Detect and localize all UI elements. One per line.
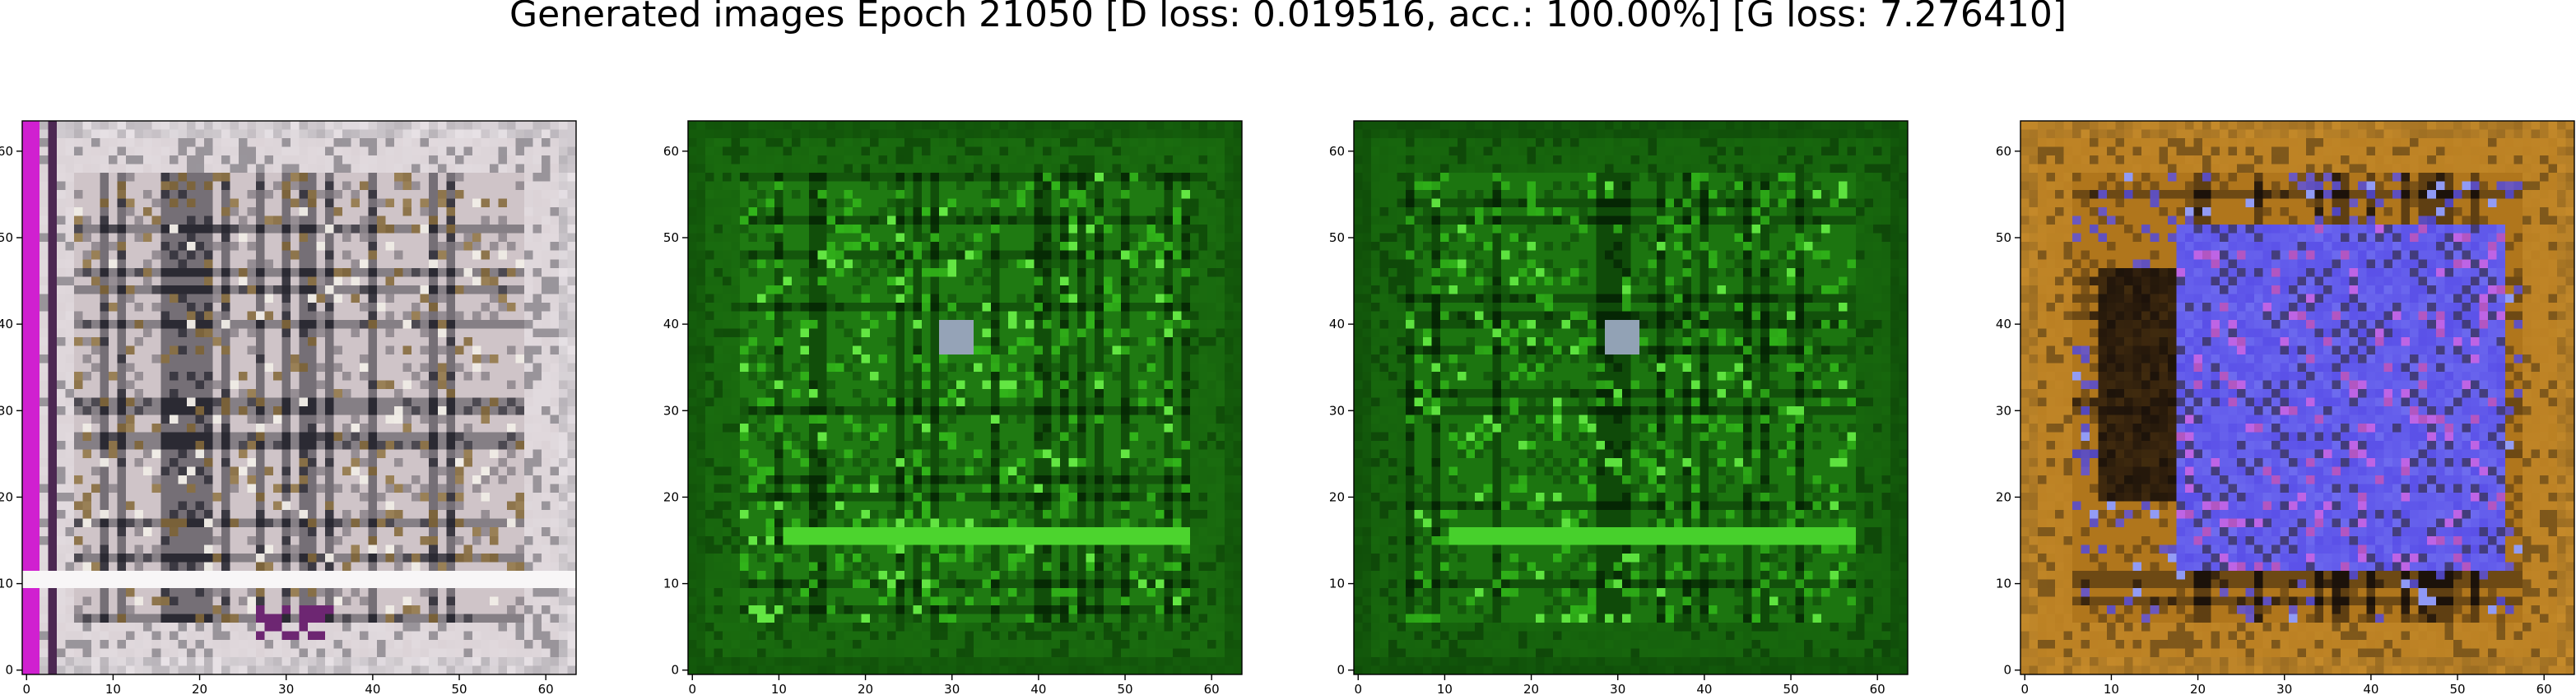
x-tick-label: 40	[1696, 682, 1712, 695]
generated-image	[2020, 121, 2574, 674]
x-tick-label: 50	[1783, 682, 1798, 695]
y-tick-label: 40	[0, 317, 13, 331]
y-tick-label: 60	[1996, 144, 2011, 159]
image-panel: 0 10 20 30 40 50 60 0 10 20 30 40 50 60	[1329, 120, 1909, 695]
axes-frame	[687, 120, 1243, 675]
x-tick-label: 20	[192, 682, 207, 695]
y-tick-label: 50	[1329, 230, 1345, 245]
x-tick-label: 60	[1204, 682, 1220, 695]
x-tick-label: 10	[2104, 682, 2119, 695]
y-tick-label: 0	[671, 663, 679, 678]
x-tick-label: 10	[105, 682, 121, 695]
axes-frame	[2020, 120, 2575, 675]
y-tick-label: 40	[1996, 317, 2011, 331]
x-tick-label: 10	[1437, 682, 1453, 695]
y-tick-label: 40	[663, 317, 679, 331]
figure-title: Generated images Epoch 21050 [D loss: 0.…	[509, 0, 2067, 35]
x-tick-label: 30	[278, 682, 294, 695]
image-panel: 0 10 20 30 40 50 60 0 10 20 30 40 50 60	[1996, 120, 2575, 695]
generated-image	[688, 121, 1242, 674]
y-tick-label: 50	[663, 230, 679, 245]
x-tick-label: 0	[1354, 682, 1362, 695]
x-tick-label: 40	[2363, 682, 2378, 695]
x-tick-label: 0	[688, 682, 696, 695]
y-tick-label: 0	[5, 663, 13, 678]
x-tick-label: 50	[451, 682, 467, 695]
x-tick-label: 60	[2536, 682, 2552, 695]
y-tick-label: 10	[0, 577, 13, 591]
y-tick-label: 50	[1996, 230, 2011, 245]
x-tick-label: 30	[944, 682, 960, 695]
x-tick-label: 20	[2190, 682, 2206, 695]
y-tick-label: 20	[1996, 489, 2011, 504]
axes-frame	[21, 120, 577, 675]
y-tick-label: 10	[1329, 577, 1345, 591]
x-tick-label: 20	[1523, 682, 1539, 695]
x-tick-label: 30	[2276, 682, 2292, 695]
generated-image	[22, 121, 576, 674]
x-tick-label: 20	[858, 682, 873, 695]
y-tick-label: 10	[663, 577, 679, 591]
image-panel: 0 10 20 30 40 50 60 0 10 20 30 40 50 60	[0, 120, 577, 695]
x-tick-label: 50	[1117, 682, 1132, 695]
y-tick-label: 30	[1329, 403, 1345, 418]
x-tick-label: 60	[1870, 682, 1886, 695]
y-tick-label: 20	[663, 489, 679, 504]
y-tick-label: 0	[1337, 663, 1345, 678]
y-tick-label: 60	[1329, 144, 1345, 159]
y-tick-label: 50	[0, 230, 13, 245]
x-tick-label: 0	[22, 682, 30, 695]
y-tick-label: 40	[1329, 317, 1345, 331]
y-tick-label: 30	[1996, 403, 2011, 418]
image-panel: 0 10 20 30 40 50 60 0 10 20 30 40 50 60	[663, 120, 1243, 695]
x-tick-label: 10	[771, 682, 787, 695]
x-tick-label: 30	[1610, 682, 1625, 695]
y-tick-label: 30	[663, 403, 679, 418]
y-tick-label: 20	[0, 489, 13, 504]
x-tick-label: 60	[538, 682, 554, 695]
x-tick-label: 0	[2020, 682, 2029, 695]
axes-frame	[1353, 120, 1909, 675]
y-tick-label: 20	[1329, 489, 1345, 504]
x-tick-label: 40	[1030, 682, 1046, 695]
y-tick-label: 60	[0, 144, 13, 159]
y-tick-label: 60	[663, 144, 679, 159]
y-tick-label: 0	[2003, 663, 2011, 678]
y-tick-label: 30	[0, 403, 13, 418]
x-tick-label: 50	[2449, 682, 2465, 695]
generated-image	[1354, 121, 1908, 674]
x-tick-label: 40	[365, 682, 380, 695]
y-tick-label: 10	[1996, 577, 2011, 591]
